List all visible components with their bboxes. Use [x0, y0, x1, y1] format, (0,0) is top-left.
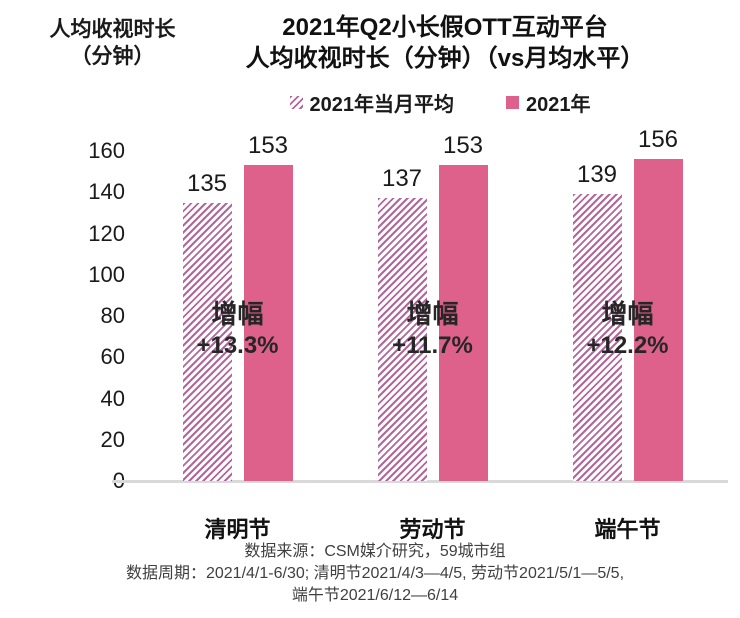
bar-value-label: 137	[381, 165, 423, 193]
growth-annotation-value: +13.3%	[196, 332, 279, 359]
y-axis-title-line2: （分钟）	[70, 45, 155, 68]
legend: 2021年当月平均 2021年	[140, 88, 740, 117]
growth-annotation-label: 增幅	[211, 299, 264, 329]
y-axis-title: 人均收视时长 （分钟）	[25, 16, 200, 70]
chart-title: 2021年Q2小长假OTT互动平台 人均收视时长（分钟）（vs月均水平）	[150, 12, 740, 74]
y-tick-label: 60	[100, 344, 125, 370]
bar-value-label: 153	[247, 132, 289, 160]
legend-item-2021: 2021年	[506, 88, 591, 117]
chart-title-line2: 人均收视时长（分钟）（vs月均水平）	[245, 45, 645, 72]
y-tick-label: 160	[88, 138, 125, 163]
bar-value-label: 156	[637, 126, 679, 154]
y-tick-label: 120	[88, 220, 125, 246]
y-tick-label: 80	[100, 303, 125, 328]
legend-solid-swatch-icon	[506, 96, 519, 109]
y-tick-label: 40	[100, 385, 125, 411]
bar-chart: 020406080100120140160135153增幅+13.3%清明节13…	[0, 126, 740, 618]
legend-label: 2021年当月平均	[309, 94, 455, 116]
growth-annotation-label: 增幅	[601, 299, 654, 329]
bar-monthly-average	[377, 198, 427, 481]
chart-title-line1: 2021年Q2小长假OTT互动平台	[282, 14, 608, 41]
bar-2021	[243, 165, 293, 481]
category-label: 清明节	[204, 517, 271, 542]
growth-annotation: 增幅 +13.3%	[153, 298, 323, 361]
growth-annotation: 增幅 +11.7%	[348, 298, 518, 361]
growth-annotation: 增幅 +12.2%	[543, 298, 713, 361]
legend-label: 2021年	[526, 94, 591, 116]
y-tick-label: 140	[88, 179, 125, 205]
category-label: 劳动节	[399, 517, 466, 542]
growth-annotation-value: +12.2%	[586, 332, 669, 359]
growth-annotation-label: 增幅	[406, 299, 459, 329]
footer-source: 数据来源：CSM媒介研究，59城市组	[244, 543, 506, 560]
legend-hatch-swatch-icon	[289, 96, 303, 109]
bar-monthly-average	[572, 194, 622, 481]
x-axis-line	[112, 480, 728, 483]
bar-2021	[633, 159, 683, 481]
y-tick-label: 20	[100, 426, 125, 452]
bar-value-label: 135	[186, 169, 228, 197]
bar-2021	[438, 165, 488, 481]
bar-value-label: 139	[576, 161, 618, 189]
y-axis-title-line1: 人均收视时长	[49, 18, 176, 41]
legend-item-monthly-average: 2021年当月平均	[289, 88, 455, 117]
growth-annotation-value: +11.7%	[392, 332, 473, 359]
footer: 数据来源：CSM媒介研究，59城市组 数据周期：2021/4/1-6/30; 清…	[5, 541, 740, 607]
bar-monthly-average	[182, 202, 232, 481]
category-label: 端午节	[594, 517, 661, 542]
y-tick-label: 100	[88, 261, 125, 287]
bar-value-label: 153	[442, 132, 484, 160]
footer-period-line1: 数据周期：2021/4/1-6/30; 清明节2021/4/3—4/5, 劳动节…	[125, 565, 625, 582]
footer-period-line2: 端午节2021/6/12—6/14	[291, 587, 459, 604]
